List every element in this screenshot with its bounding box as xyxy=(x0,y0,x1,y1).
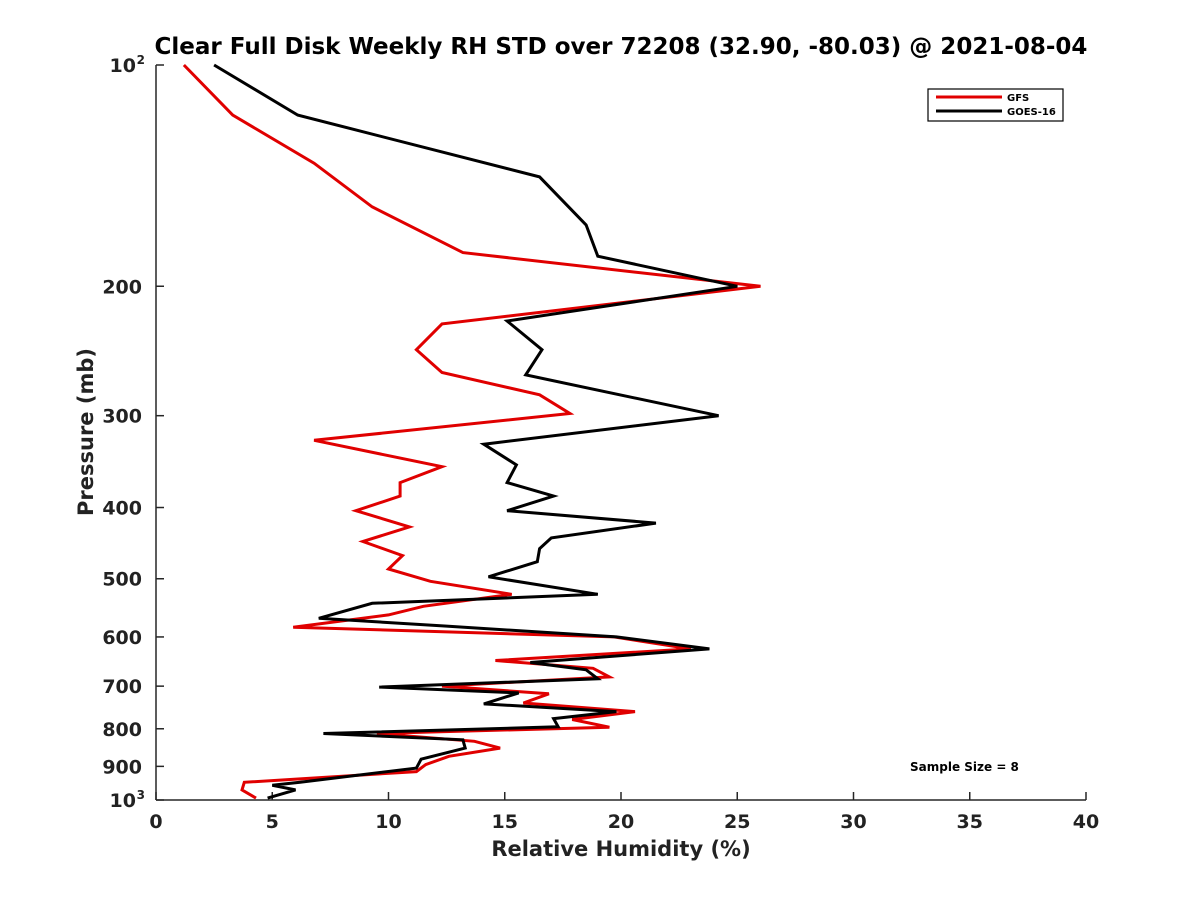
chart-title: Clear Full Disk Weekly RH STD over 72208… xyxy=(155,34,1088,60)
y-tick-label: 10 xyxy=(110,790,136,812)
y-tick-label: 900 xyxy=(102,756,142,778)
y-tick-label: 300 xyxy=(102,406,142,428)
x-ticks: 0 5 10 15 20 25 30 35 40 xyxy=(149,792,1099,833)
x-tick-label: 15 xyxy=(492,811,518,833)
y-tick-label: 500 xyxy=(102,569,142,591)
y-axis-label: Pressure (mb) xyxy=(74,348,98,516)
series-line-goes16 xyxy=(213,63,738,800)
legend-label-goes16: GOES-16 xyxy=(1007,107,1056,118)
legend-box xyxy=(927,88,1064,122)
legend: GFS GOES-16 xyxy=(927,88,1064,122)
x-tick-label: 25 xyxy=(724,811,750,833)
x-tick-label: 10 xyxy=(375,811,401,833)
y-tick-label: 800 xyxy=(102,719,142,741)
sample-size-annotation: Sample Size = 8 xyxy=(910,760,1019,774)
x-tick-label: 20 xyxy=(608,811,634,833)
x-tick-label: 35 xyxy=(957,811,983,833)
y-tick-label: 700 xyxy=(102,676,142,698)
series-layer xyxy=(182,63,761,800)
x-tick-label: 5 xyxy=(266,811,279,833)
x-tick-label: 30 xyxy=(840,811,866,833)
y-tick-exponent: 3 xyxy=(137,788,145,802)
y-tick-label: 10 xyxy=(110,55,136,77)
x-tick-label: 40 xyxy=(1073,811,1099,833)
x-tick-label: 0 xyxy=(149,811,162,833)
y-tick-label: 200 xyxy=(102,276,142,298)
axes xyxy=(155,65,1086,801)
y-tick-label: 400 xyxy=(102,498,142,520)
legend-label-gfs: GFS xyxy=(1007,93,1029,104)
y-tick-label: 600 xyxy=(102,627,142,649)
x-axis-label: Relative Humidity (%) xyxy=(491,837,750,861)
series-line-gfs xyxy=(182,63,761,800)
y-tick-exponent: 2 xyxy=(137,53,145,67)
